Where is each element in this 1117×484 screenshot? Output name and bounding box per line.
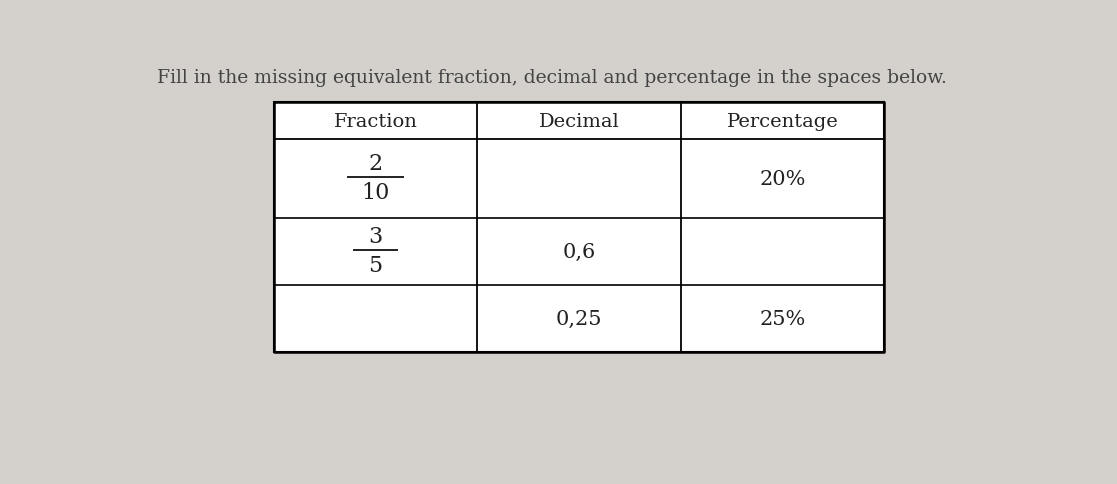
Text: 25%: 25% [760, 309, 805, 329]
Text: Decimal: Decimal [538, 112, 619, 130]
Text: 0,25: 0,25 [555, 309, 602, 329]
Text: Fill in the missing equivalent fraction, decimal and percentage in the spaces be: Fill in the missing equivalent fraction,… [156, 69, 947, 87]
Text: 10: 10 [361, 182, 390, 204]
Text: 0,6: 0,6 [562, 242, 595, 261]
Text: 5: 5 [369, 255, 383, 277]
Text: Fraction: Fraction [334, 112, 418, 130]
Text: 20%: 20% [760, 170, 805, 189]
Text: 2: 2 [369, 152, 383, 175]
FancyBboxPatch shape [274, 103, 885, 352]
Text: Percentage: Percentage [726, 112, 838, 130]
Text: 3: 3 [369, 225, 383, 247]
